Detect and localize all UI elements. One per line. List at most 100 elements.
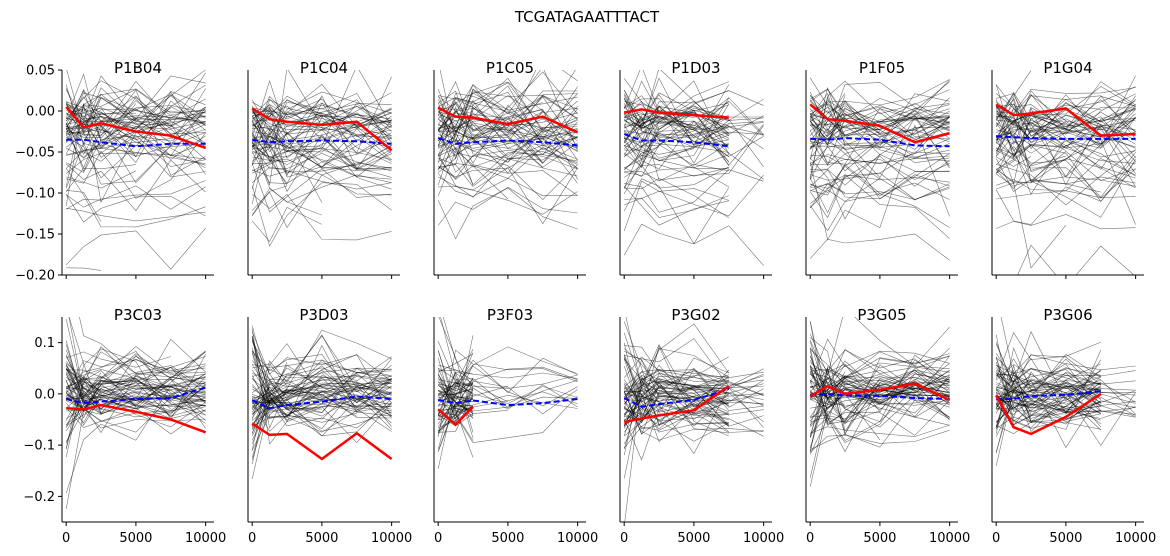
background-trace bbox=[810, 174, 950, 189]
background-trace bbox=[251, 99, 392, 143]
background-trace bbox=[809, 391, 880, 424]
background-trace bbox=[437, 157, 509, 200]
background-trace bbox=[438, 95, 578, 132]
panel-title: P1D03 bbox=[671, 59, 720, 77]
background-trace bbox=[251, 188, 323, 216]
mean-line bbox=[437, 137, 578, 147]
background-trace bbox=[437, 90, 578, 133]
background-trace bbox=[68, 317, 206, 414]
y-tick-label: −0.2 bbox=[23, 490, 55, 505]
background-trace bbox=[624, 142, 729, 178]
panel-p1c04: P1C04 bbox=[247, 59, 400, 279]
background-trace bbox=[66, 131, 206, 162]
background-trace bbox=[437, 335, 474, 421]
background-trace bbox=[251, 384, 392, 427]
background-trace bbox=[996, 394, 1101, 422]
background-trace bbox=[995, 161, 1136, 225]
background-trace bbox=[65, 351, 206, 404]
background-trace bbox=[252, 102, 392, 177]
background-trace bbox=[251, 382, 392, 465]
background-trace bbox=[624, 338, 764, 387]
background-trace bbox=[438, 394, 474, 433]
panel-title: P3G05 bbox=[857, 306, 906, 324]
background-trace bbox=[438, 167, 578, 225]
background-trace bbox=[996, 381, 1101, 412]
highlight-line bbox=[437, 106, 579, 134]
background-trace bbox=[437, 126, 578, 171]
background-trace bbox=[996, 131, 1136, 155]
background-trace bbox=[809, 233, 950, 261]
background-trace bbox=[252, 359, 392, 373]
background-trace bbox=[437, 186, 578, 226]
background-trace bbox=[251, 70, 392, 148]
background-trace bbox=[438, 374, 578, 389]
x-tick-label: 10000 bbox=[743, 531, 784, 546]
background-trace bbox=[66, 152, 206, 174]
background-trace bbox=[65, 164, 136, 192]
background-trace bbox=[995, 100, 1136, 152]
background-trace bbox=[623, 384, 764, 405]
background-trace bbox=[809, 347, 915, 425]
background-trace bbox=[65, 378, 206, 510]
y-tick-label: 0.05 bbox=[26, 64, 55, 79]
highlight-line bbox=[809, 382, 951, 402]
x-tick-label: 5000 bbox=[863, 531, 896, 546]
background-trace bbox=[623, 378, 764, 437]
background-trace bbox=[438, 146, 578, 179]
mean-line bbox=[623, 133, 729, 148]
background-trace bbox=[66, 368, 137, 408]
background-trace bbox=[996, 93, 1101, 137]
background-trace bbox=[995, 370, 1136, 394]
background-trace bbox=[624, 177, 729, 219]
background-trace bbox=[1000, 317, 1136, 404]
x-tick-label: 10000 bbox=[1115, 531, 1156, 546]
background-trace bbox=[809, 96, 950, 179]
panel-p1f05: P1F05 bbox=[805, 59, 958, 279]
background-trace bbox=[252, 373, 288, 388]
background-trace bbox=[809, 366, 950, 436]
background-trace bbox=[996, 114, 1136, 140]
background-trace bbox=[66, 267, 102, 271]
background-trace bbox=[440, 317, 474, 439]
background-trace bbox=[251, 340, 392, 403]
background-trace bbox=[437, 351, 474, 408]
background-trace bbox=[810, 97, 950, 156]
background-trace bbox=[810, 98, 950, 128]
background-trace bbox=[65, 404, 206, 428]
panel-p3g06: 0 5000 10000 P3G06 bbox=[991, 306, 1156, 546]
background-trace bbox=[996, 117, 1136, 160]
x-tick-label: 10000 bbox=[557, 531, 598, 546]
background-trace bbox=[809, 393, 950, 478]
mean-line bbox=[810, 392, 950, 400]
x-tick-label: 5000 bbox=[119, 531, 152, 546]
background-trace bbox=[251, 394, 392, 458]
background-trace bbox=[624, 90, 729, 130]
plot-area bbox=[809, 317, 951, 487]
background-trace bbox=[437, 121, 578, 158]
background-trace bbox=[810, 356, 950, 393]
background-trace bbox=[810, 81, 950, 131]
highlight-line bbox=[809, 103, 950, 144]
background-trace bbox=[810, 399, 950, 450]
plot-area bbox=[623, 70, 764, 266]
figure-title: TCGATAGAATTTACT bbox=[514, 8, 660, 26]
panel-title: P1B04 bbox=[114, 59, 162, 77]
background-trace bbox=[995, 357, 1101, 407]
background-trace bbox=[251, 143, 392, 184]
background-trace bbox=[251, 325, 392, 417]
plot-area bbox=[251, 70, 393, 247]
background-trace bbox=[623, 381, 729, 434]
background-trace bbox=[996, 95, 1136, 147]
background-trace bbox=[66, 100, 206, 164]
mean-line bbox=[810, 137, 950, 148]
background-trace bbox=[252, 134, 392, 193]
panel-p3g02: 0 5000 10000 P3G02 bbox=[619, 306, 784, 546]
background-trace bbox=[623, 375, 764, 433]
background-trace bbox=[252, 155, 288, 174]
background-trace bbox=[438, 140, 578, 162]
background-trace bbox=[810, 115, 846, 145]
background-trace bbox=[810, 138, 950, 167]
highlight-line bbox=[995, 392, 1102, 436]
background-trace bbox=[65, 385, 206, 494]
